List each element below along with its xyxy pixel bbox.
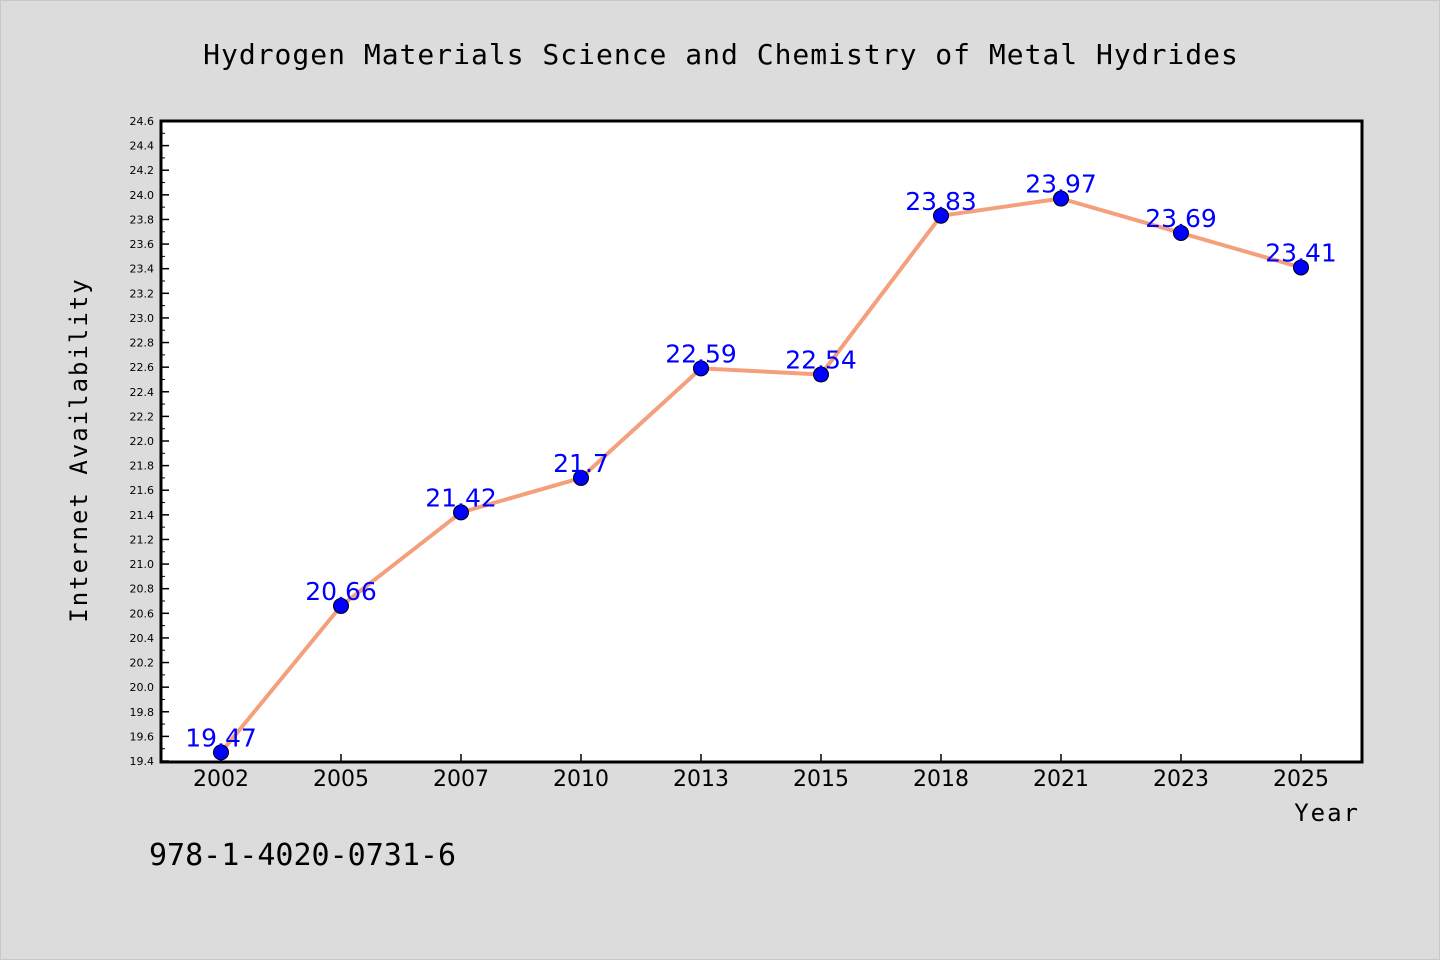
data-point — [213, 744, 229, 761]
data-label: 22.59 — [665, 339, 737, 368]
chart-title: Hydrogen Materials Science and Chemistry… — [203, 38, 1239, 71]
data-point — [573, 469, 589, 486]
data-point — [1293, 259, 1309, 276]
data-point — [933, 207, 949, 224]
x-tick-label: 2010 — [553, 767, 609, 792]
data-label: 21.7 — [553, 449, 609, 478]
y-tick-label: 24.4 — [130, 140, 155, 153]
data-label: 21.42 — [425, 483, 497, 512]
y-tick-label: 20.8 — [130, 583, 155, 596]
x-tick-label: 2018 — [913, 767, 969, 792]
y-tick-label: 23.2 — [130, 287, 155, 300]
data-label: 23.83 — [905, 187, 977, 216]
y-tick-label: 19.8 — [130, 706, 155, 719]
data-point — [1173, 225, 1189, 241]
y-tick-label: 19.6 — [130, 730, 155, 743]
y-tick-label: 23.0 — [130, 312, 155, 325]
y-tick-label: 21.0 — [130, 558, 155, 571]
data-label: 20.66 — [305, 577, 377, 606]
data-label: 23.69 — [1145, 204, 1217, 233]
data-point — [453, 504, 469, 521]
y-tick-label: 20.2 — [130, 657, 155, 670]
y-tick-label: 22.8 — [130, 337, 155, 350]
x-tick-label: 2002 — [193, 767, 249, 792]
data-labels: 19.47 20.66 21.42 21.7 22.59 22.54 23.83 23.97 2… — [185, 170, 1337, 753]
y-tick-label: 21.6 — [130, 484, 155, 497]
y-tick-label: 22.2 — [130, 410, 155, 423]
y-tick-label: 23.6 — [130, 238, 155, 251]
y-tick-label: 22.0 — [130, 435, 155, 448]
y-tick-label: 21.8 — [130, 460, 155, 473]
y-tick-label: 24.2 — [130, 164, 155, 177]
data-label: 19.47 — [185, 723, 257, 752]
y-axis: 19.4 19.6 19.8 20.0 20.2 20.4 20.6 20.8 21.0 21.2… — [130, 115, 169, 768]
data-label: 22.54 — [785, 346, 857, 375]
y-tick-label: 22.4 — [130, 386, 155, 399]
x-tick-label: 2005 — [313, 767, 369, 792]
y-tick-label: 20.4 — [130, 632, 155, 645]
y-tick-label: 21.4 — [130, 509, 155, 522]
x-tick-label: 2007 — [433, 767, 489, 792]
y-tick-label: 24.0 — [130, 189, 155, 202]
y-tick-label: 22.6 — [130, 361, 155, 374]
series-line — [219, 196, 1303, 755]
y-tick-label: 20.0 — [130, 681, 155, 694]
y-axis-label: Internet Availability — [65, 277, 93, 622]
isbn-text: 978-1-4020-0731-6 — [149, 838, 456, 873]
data-label: 23.97 — [1025, 170, 1097, 199]
x-tick-label: 2025 — [1273, 767, 1329, 792]
x-tick-label: 2013 — [673, 767, 729, 792]
y-tick-label: 23.4 — [130, 263, 155, 276]
x-tick-label: 2021 — [1033, 767, 1089, 792]
data-point — [813, 366, 829, 383]
data-point — [333, 597, 349, 614]
x-tick-label: 2015 — [793, 767, 849, 792]
y-tick-label: 24.6 — [130, 115, 155, 128]
data-label: 23.41 — [1265, 238, 1337, 267]
y-tick-label: 23.8 — [130, 213, 155, 226]
data-markers — [213, 190, 1309, 761]
x-tick-label: 2023 — [1153, 767, 1209, 792]
x-axis-label: Year — [1294, 799, 1360, 827]
y-tick-label: 19.4 — [130, 755, 155, 768]
y-tick-label: 21.2 — [130, 533, 155, 546]
y-tick-label: 20.6 — [130, 607, 155, 620]
data-point — [1053, 190, 1069, 207]
x-axis: 2002 2005 2007 2010 2013 2015 2018 2021 2023 2025 — [193, 754, 1329, 792]
data-point — [693, 360, 709, 377]
